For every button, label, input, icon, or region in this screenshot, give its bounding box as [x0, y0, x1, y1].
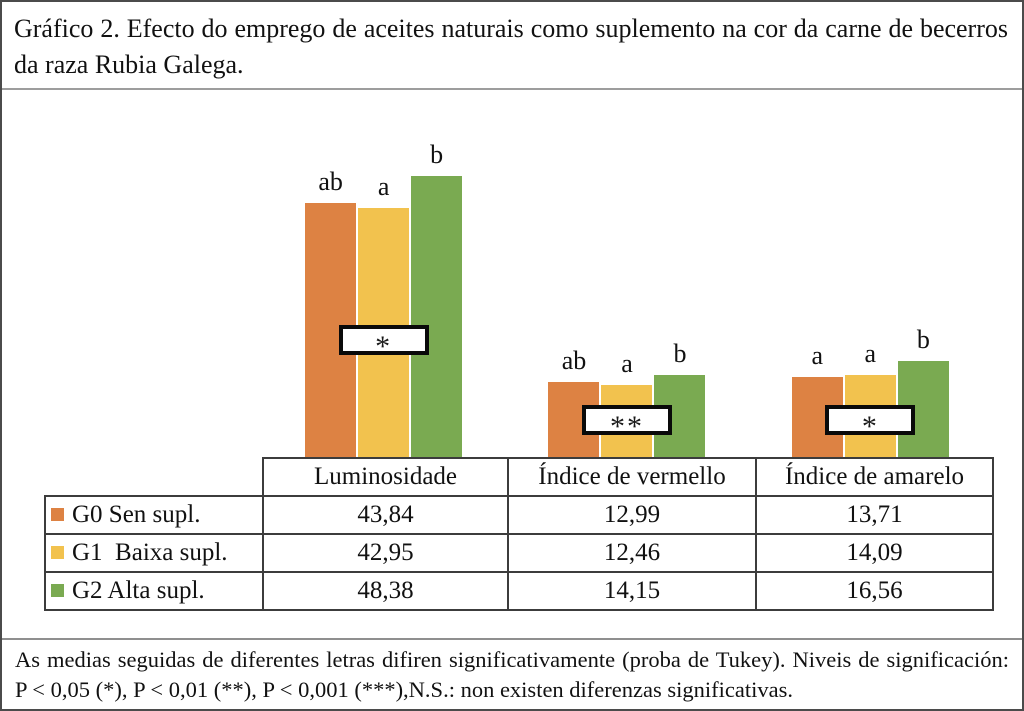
chart-block: ab a b * ab a b ** a a b * Luminosidade Índice de v… [2, 90, 1022, 638]
bar-cell: a [358, 172, 410, 457]
bar-cell: ab [305, 167, 357, 457]
bar-group-2: a a b * [749, 90, 992, 457]
significance-letter: a [811, 341, 824, 370]
series-label-text: G1 Baixa supl. [72, 539, 228, 566]
cell-value: 16,56 [755, 571, 994, 611]
cell-value: 14,09 [755, 533, 994, 573]
table-row: G1 Baixa supl. 42,95 12,46 14,09 [44, 533, 994, 573]
bar-cell: b [411, 140, 463, 457]
series-label-g2: G2 Alta supl. [44, 571, 264, 611]
table-header-row: Luminosidade Índice de vermello Índice d… [45, 457, 994, 497]
significance-letter: b [916, 325, 930, 354]
figure-title: Gráfico 2. Efecto do emprego de aceites … [2, 2, 1022, 90]
significance-letter: a [621, 349, 633, 378]
series-label-text: G0 Sen supl. [72, 501, 201, 528]
cell-value: 43,84 [262, 495, 509, 535]
significance-stars: * [861, 410, 879, 443]
table-row: G2 Alta supl. 48,38 14,15 16,56 [44, 571, 994, 611]
bar-group-1: ab a b ** [505, 90, 748, 457]
bar-cell: ab [548, 346, 600, 457]
series-label-g1: G1 Baixa supl. [44, 533, 264, 573]
significance-box: * [338, 325, 429, 362]
cell-value: 12,46 [507, 533, 757, 573]
series-label-text: G2 Alta supl. [72, 577, 205, 604]
cell-value: 48,38 [262, 571, 509, 611]
column-header-vermello: Índice de vermello [507, 457, 757, 497]
significance-letter: b [673, 339, 687, 368]
table-corner-blank [45, 458, 263, 496]
legend-swatch-g0-icon [51, 508, 64, 521]
bar-group-0: ab a b * [262, 90, 505, 457]
bar-cell: b [897, 325, 949, 457]
cell-value: 13,71 [755, 495, 994, 535]
significance-stars: * [375, 330, 393, 363]
column-header-luminosidade: Luminosidade [262, 457, 509, 497]
bar-cell: a [791, 341, 843, 457]
series-label-g0: G0 Sen supl. [44, 495, 264, 535]
legend-swatch-g1-icon [51, 546, 64, 559]
data-table: Luminosidade Índice de vermello Índice d… [44, 457, 994, 611]
significance-letter: b [430, 140, 444, 169]
cell-value: 42,95 [262, 533, 509, 573]
significance-letter: a [377, 172, 390, 201]
significance-box: * [825, 405, 916, 442]
significance-stars: ** [609, 410, 644, 443]
significance-letter: a [864, 339, 877, 368]
significance-box: ** [581, 405, 672, 442]
cell-value: 14,15 [507, 571, 757, 611]
table-row: G0 Sen supl. 43,84 12,99 13,71 [44, 495, 994, 535]
legend-swatch-g2-icon [51, 584, 64, 597]
bar-cell: b [654, 339, 706, 457]
significance-letter: ab [561, 346, 587, 375]
cell-value: 12,99 [507, 495, 757, 535]
figure-footnote: As medias seguidas de diferentes letras … [2, 638, 1022, 709]
bar-series2-cat0 [411, 176, 463, 457]
bar-chart: ab a b * ab a b ** a a b * [262, 90, 992, 457]
significance-letter: ab [318, 167, 343, 196]
column-header-amarelo: Índice de amarelo [755, 457, 994, 497]
